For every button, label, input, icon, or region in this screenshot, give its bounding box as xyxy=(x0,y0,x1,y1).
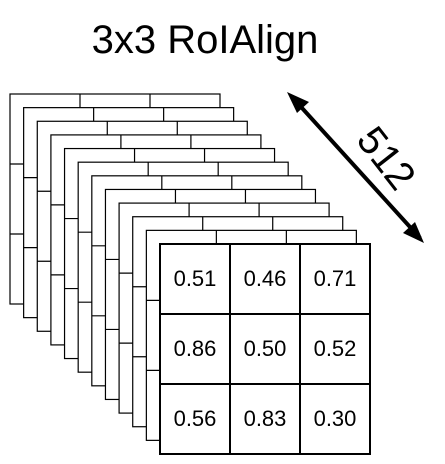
depth-label: 512 xyxy=(348,119,424,199)
depth-arrow-head-top xyxy=(287,92,309,113)
grid-cell-value: 0.51 xyxy=(174,266,217,291)
grid-cell-value: 0.71 xyxy=(314,266,357,291)
grid-cell-value: 0.46 xyxy=(244,266,287,291)
layer-border xyxy=(159,243,371,455)
depth-arrow-head-bottom xyxy=(403,222,424,243)
grid-cell-value: 0.56 xyxy=(174,406,217,431)
grid-cell-value: 0.50 xyxy=(244,336,287,361)
grid-cell-value: 0.83 xyxy=(244,406,287,431)
depth-arrow-line xyxy=(290,95,422,240)
grid-cell-value: 0.52 xyxy=(314,336,357,361)
grid-cell-value: 0.30 xyxy=(314,406,357,431)
feature-map-stack: 0.51 0.46 0.71 0.86 0.50 0.52 0.56 0.83 0.30 xyxy=(9,93,371,455)
front-feature-layer: 0.51 0.46 0.71 0.86 0.50 0.52 0.56 0.83 0.30 xyxy=(159,243,371,455)
diagram-title: 3x3 RoIAlign xyxy=(92,18,319,62)
grid-cell-value: 0.86 xyxy=(174,336,217,361)
